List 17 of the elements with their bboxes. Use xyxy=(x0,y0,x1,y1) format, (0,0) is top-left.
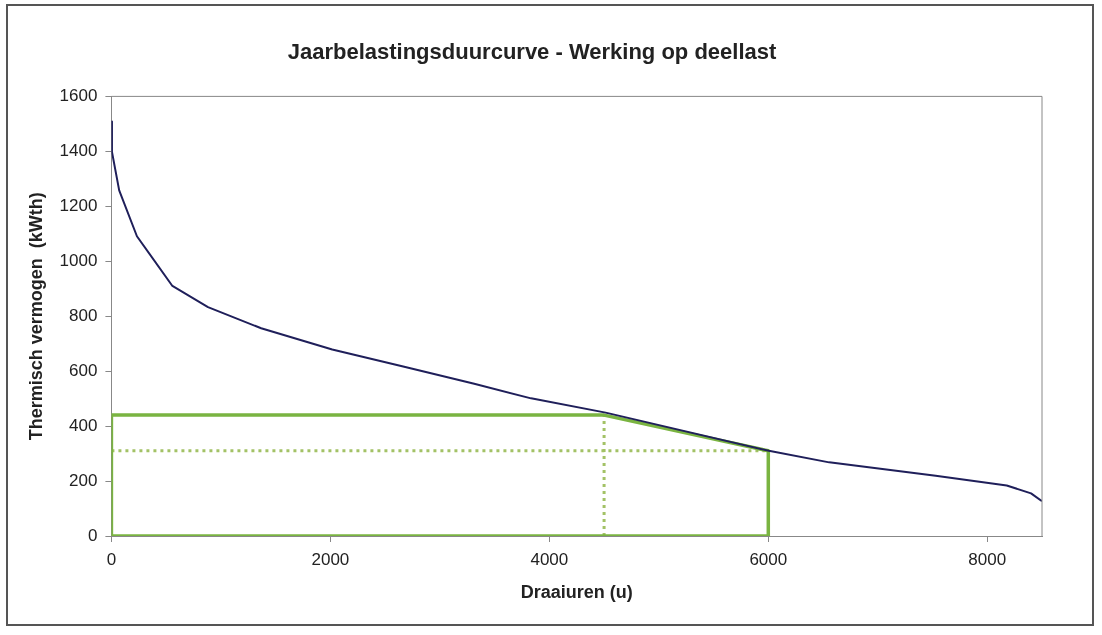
y-tick-label: 1600 xyxy=(59,86,98,106)
x-axis-title: Draaiuren (u) xyxy=(520,582,633,603)
y-tick-label: 600 xyxy=(69,360,98,380)
y-tick-label: 1200 xyxy=(59,195,98,215)
y-tick-label: 1000 xyxy=(59,250,98,270)
x-tick-label: 6000 xyxy=(749,549,788,569)
y-tick-label: 400 xyxy=(69,415,98,435)
y-tick-label: 0 xyxy=(87,525,98,545)
y-tick-label: 800 xyxy=(69,305,98,325)
x-tick-label: 8000 xyxy=(968,549,1007,569)
x-tick-label: 4000 xyxy=(530,549,569,569)
y-tick-label: 1400 xyxy=(59,141,98,161)
y-tick-label: 200 xyxy=(69,470,98,490)
y-axis-title: Thermisch vermogen (kWth) xyxy=(25,192,46,441)
x-tick-label: 0 xyxy=(106,549,117,569)
chart-title: Jaarbelastingsduurcurve - Werking op deellast xyxy=(287,39,777,65)
x-tick-label: 2000 xyxy=(311,549,350,569)
